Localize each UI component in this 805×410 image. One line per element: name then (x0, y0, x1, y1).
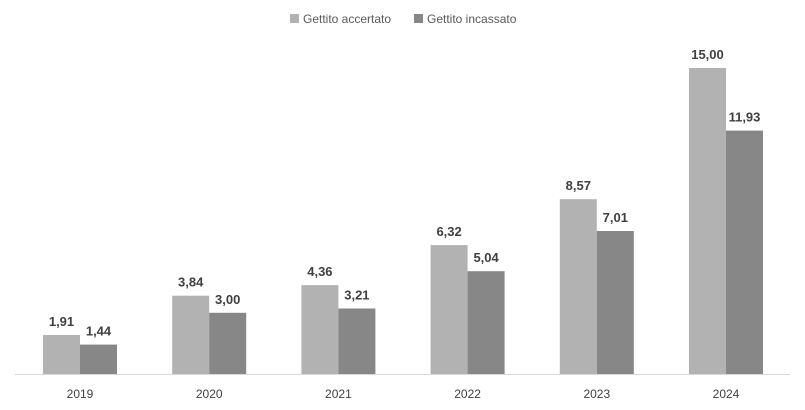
x-tick-label-2023: 2023 (583, 387, 610, 401)
data-label-accertato-2019: 1,91 (49, 314, 74, 329)
bar-incassato-2024 (726, 130, 763, 374)
bar-accertato-2021 (301, 285, 339, 374)
data-label-accertato-2022: 6,32 (436, 224, 461, 239)
bars (43, 68, 763, 374)
data-label-incassato-2021: 3,21 (344, 288, 369, 303)
data-label-accertato-2024: 15,00 (691, 47, 724, 62)
legend-label-accertato: Gettito accertato (303, 12, 391, 26)
x-tick-label-2021: 2021 (325, 387, 352, 401)
bar-incassato-2020 (209, 312, 247, 374)
bar-accertato-2020 (172, 295, 210, 374)
bar-incassato-2022 (467, 271, 505, 374)
x-tick-label-2019: 2019 (67, 387, 94, 401)
data-label-accertato-2021: 4,36 (307, 264, 332, 279)
legend-swatch-accertato (290, 14, 299, 23)
x-tick-labels: 2019 2020 2021 2022 2023 2024 (67, 387, 740, 401)
data-label-incassato-2022: 5,04 (473, 250, 499, 265)
bar-incassato-2023 (596, 231, 634, 374)
x-tick-label-2024: 2024 (713, 387, 740, 401)
data-label-accertato-2023: 8,57 (566, 178, 591, 193)
data-label-incassato-2020: 3,00 (215, 292, 240, 307)
bar-incassato-2019 (80, 344, 117, 374)
data-label-incassato-2023: 7,01 (603, 210, 628, 225)
x-tick-label-2020: 2020 (196, 387, 223, 401)
x-tick-label-2022: 2022 (454, 387, 481, 401)
bar-accertato-2019 (43, 335, 80, 374)
bar-incassato-2021 (338, 308, 376, 374)
data-label-accertato-2020: 3,84 (178, 275, 204, 290)
data-label-incassato-2019: 1,44 (86, 324, 112, 339)
bar-accertato-2023 (559, 199, 597, 374)
data-label-incassato-2024: 11,93 (729, 110, 761, 125)
bar-accertato-2022 (430, 245, 468, 374)
legend-swatch-incassato (414, 14, 423, 23)
legend-label-incassato: Gettito incassato (427, 12, 517, 26)
value-labels: 1,91 1,44 3,84 3,00 4,36 3,21 6,32 5,04 8,57 7,01… (49, 47, 761, 339)
bar-accertato-2024 (689, 68, 726, 374)
legend: Gettito accertato Gettito incassato (290, 12, 517, 26)
